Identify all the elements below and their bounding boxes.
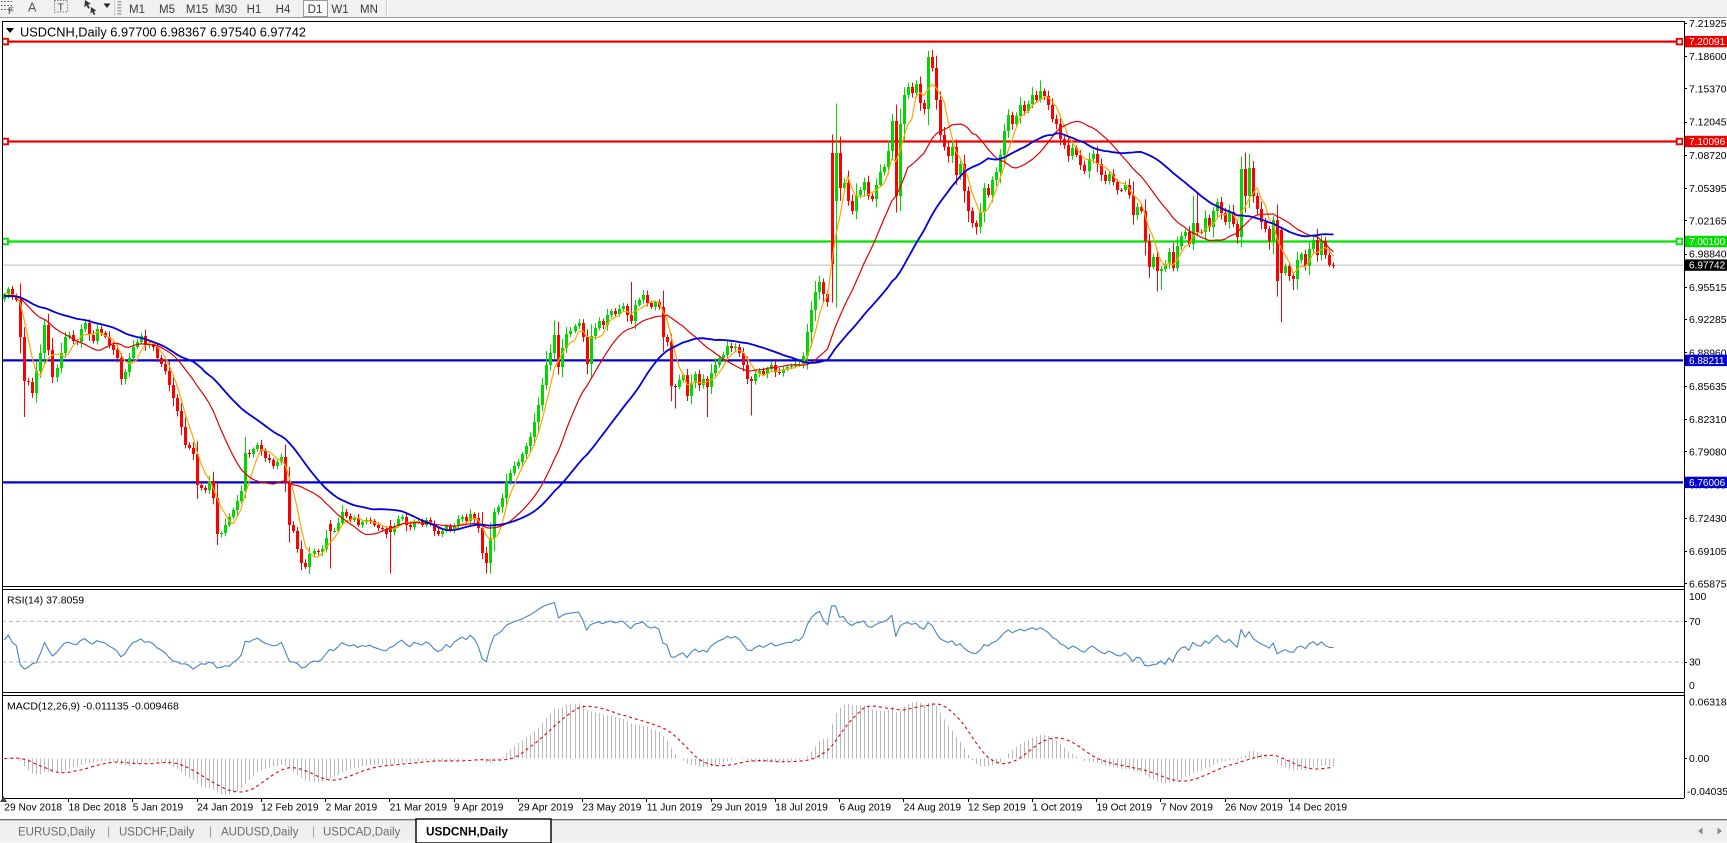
svg-text:6.88960: 6.88960: [1689, 349, 1727, 360]
svg-text:100: 100: [1689, 592, 1707, 603]
svg-text:21 Mar 2019: 21 Mar 2019: [390, 803, 448, 814]
svg-text:6.88211: 6.88211: [1689, 356, 1725, 367]
svg-text:26 Nov 2019: 26 Nov 2019: [1225, 803, 1283, 814]
svg-text:|: |: [209, 824, 212, 838]
svg-text:24 Jan 2019: 24 Jan 2019: [197, 803, 253, 814]
svg-text:USDCNH,Daily: USDCNH,Daily: [426, 825, 508, 839]
svg-text:AUDUSD,Daily: AUDUSD,Daily: [221, 827, 299, 839]
svg-text:|: |: [107, 824, 110, 838]
svg-text:6.95515: 6.95515: [1689, 283, 1727, 294]
svg-text:18 Jul 2019: 18 Jul 2019: [775, 803, 828, 814]
svg-text:RSI(14) 37.8059: RSI(14) 37.8059: [7, 595, 84, 607]
svg-text:M1: M1: [129, 4, 145, 16]
svg-text:7.02165: 7.02165: [1689, 216, 1727, 227]
svg-text:6.72430: 6.72430: [1689, 514, 1727, 525]
svg-text:2 Mar 2019: 2 Mar 2019: [326, 803, 378, 814]
svg-text:19 Oct 2019: 19 Oct 2019: [1097, 803, 1153, 814]
svg-text:7.20091: 7.20091: [1689, 37, 1726, 48]
svg-text:29 Apr 2019: 29 Apr 2019: [518, 803, 573, 814]
svg-text:7.05395: 7.05395: [1689, 184, 1727, 195]
svg-text:6.98840: 6.98840: [1689, 250, 1727, 261]
svg-text:7.21925: 7.21925: [1689, 19, 1727, 30]
svg-text:7.00100: 7.00100: [1689, 237, 1726, 248]
svg-text:7 Nov 2019: 7 Nov 2019: [1161, 803, 1213, 814]
svg-text:M15: M15: [186, 4, 208, 16]
svg-text:MACD(12,26,9) -0.011135 -0.009: MACD(12,26,9) -0.011135 -0.009468: [7, 701, 179, 713]
svg-text:6.69105: 6.69105: [1689, 547, 1727, 558]
svg-text:14 Dec 2019: 14 Dec 2019: [1289, 803, 1347, 814]
svg-text:6.97742: 6.97742: [1689, 261, 1726, 272]
svg-text:6.85635: 6.85635: [1689, 382, 1727, 393]
svg-text:6.65875: 6.65875: [1689, 579, 1727, 590]
svg-text:D1: D1: [308, 4, 323, 16]
svg-text:W1: W1: [331, 4, 348, 16]
svg-text:29 Nov 2018: 29 Nov 2018: [4, 803, 62, 814]
svg-text:1 Oct 2019: 1 Oct 2019: [1032, 803, 1082, 814]
svg-text:USDCHF,Daily: USDCHF,Daily: [119, 827, 195, 839]
svg-text:12 Feb 2019: 12 Feb 2019: [261, 803, 319, 814]
svg-text:USDCAD,Daily: USDCAD,Daily: [323, 827, 401, 839]
svg-text:7.10096: 7.10096: [1689, 137, 1726, 148]
svg-text:H4: H4: [276, 4, 291, 16]
svg-text:A: A: [28, 1, 37, 15]
svg-text:6.76006: 6.76006: [1689, 478, 1726, 489]
svg-text:7.18600: 7.18600: [1689, 52, 1727, 63]
svg-text:30: 30: [1689, 658, 1701, 669]
svg-text:7.15370: 7.15370: [1689, 84, 1727, 95]
svg-text:EURUSD,Daily: EURUSD,Daily: [18, 827, 96, 839]
svg-text:5 Jan 2019: 5 Jan 2019: [133, 803, 184, 814]
svg-text:70: 70: [1689, 617, 1701, 628]
svg-text:M5: M5: [159, 4, 175, 16]
svg-text:T: T: [58, 2, 65, 14]
svg-text:0.00: 0.00: [1689, 754, 1709, 765]
svg-text:-0.040355: -0.040355: [1687, 787, 1727, 798]
svg-text:9 Apr 2019: 9 Apr 2019: [454, 803, 504, 814]
svg-text:29 Jun 2019: 29 Jun 2019: [711, 803, 767, 814]
svg-text:|: |: [312, 824, 315, 838]
svg-text:0.063184: 0.063184: [1689, 698, 1727, 709]
svg-text:7.08720: 7.08720: [1689, 151, 1727, 162]
svg-text:24 Aug 2019: 24 Aug 2019: [904, 803, 962, 814]
svg-text:M30: M30: [215, 4, 237, 16]
svg-text:6.82310: 6.82310: [1689, 415, 1727, 426]
svg-text:H1: H1: [247, 4, 262, 16]
svg-text:18 Dec 2018: 18 Dec 2018: [69, 803, 127, 814]
svg-text:0: 0: [1689, 681, 1695, 692]
svg-text:F: F: [8, 6, 14, 17]
svg-text:6.92285: 6.92285: [1689, 315, 1727, 326]
svg-text:6.79080: 6.79080: [1689, 447, 1727, 458]
svg-text:6 Aug 2019: 6 Aug 2019: [840, 803, 892, 814]
svg-text:7.12045: 7.12045: [1689, 118, 1727, 129]
svg-text:12 Sep 2019: 12 Sep 2019: [968, 803, 1026, 814]
svg-text:11 Jun 2019: 11 Jun 2019: [647, 803, 703, 814]
svg-text:USDCNH,Daily 6.97700 6.98367: USDCNH,Daily 6.97700 6.98367 6.97540 6.9…: [20, 25, 306, 40]
svg-text:MN: MN: [360, 4, 378, 16]
svg-text:23 May 2019: 23 May 2019: [583, 803, 642, 814]
